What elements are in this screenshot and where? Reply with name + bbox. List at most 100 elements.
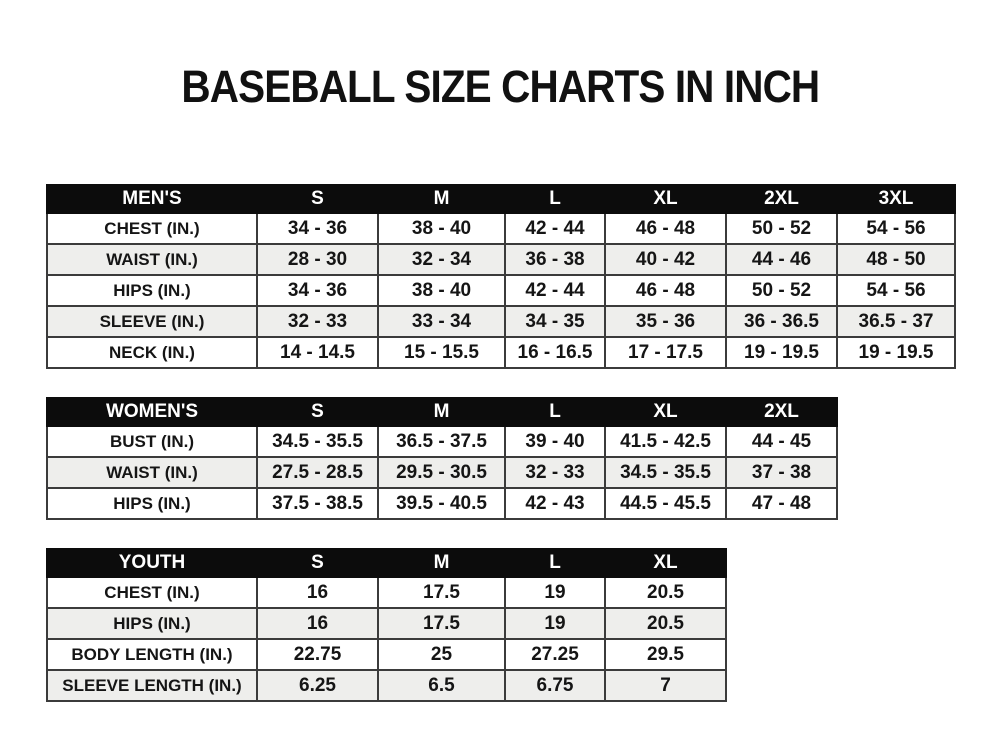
size-value-cell: 19 - 19.5 [836,336,956,370]
size-value-cell: 34 - 36 [256,274,379,308]
size-value-cell: 35 - 36 [604,305,727,339]
size-value-cell: 29.5 - 30.5 [377,456,506,490]
size-value-cell: 29.5 [604,638,727,672]
size-value-cell: 28 - 30 [256,243,379,277]
size-value-cell: 39.5 - 40.5 [377,487,506,521]
size-header-cell: M [377,548,506,579]
size-value-cell: 15 - 15.5 [377,336,506,370]
table-row: BUST (IN.) 34.5 - 35.5 36.5 - 37.5 39 - 40 4… [46,425,838,459]
size-value-cell: 36.5 - 37 [836,305,956,339]
size-value-cell: 38 - 40 [377,274,506,308]
size-value-cell: 19 [504,576,606,610]
size-value-cell: 36 - 38 [504,243,606,277]
group-header-cell: YOUTH [46,548,258,579]
size-value-cell: 42 - 44 [504,274,606,308]
measurement-label: BODY LENGTH (IN.) [46,638,258,672]
size-value-cell: 42 - 44 [504,212,606,246]
table-row: CHEST (IN.) 16 17.5 19 20.5 [46,576,727,610]
size-value-cell: 34 - 35 [504,305,606,339]
size-value-cell: 17 - 17.5 [604,336,727,370]
size-value-cell: 20.5 [604,576,727,610]
group-header-cell: WOMEN'S [46,397,258,428]
size-header-cell: L [504,548,606,579]
size-value-cell: 38 - 40 [377,212,506,246]
size-value-cell: 17.5 [377,607,506,641]
measurement-label: WAIST (IN.) [46,243,258,277]
table-row: WAIST (IN.) 27.5 - 28.5 29.5 - 30.5 32 - 33… [46,456,838,490]
size-value-cell: 6.75 [504,669,606,703]
size-value-cell: 42 - 43 [504,487,606,521]
header-row: MEN'S S M L XL 2XL 3XL [46,184,956,215]
size-value-cell: 16 [256,607,379,641]
size-value-cell: 16 [256,576,379,610]
mens-size-table: MEN'S S M L XL 2XL 3XL CHEST (IN.) 34 - 36 38 - 4… [46,184,956,370]
measurement-label: SLEEVE (IN.) [46,305,258,339]
header-row: WOMEN'S S M L XL 2XL [46,397,838,428]
measurement-label: SLEEVE LENGTH (IN.) [46,669,258,703]
size-value-cell: 25 [377,638,506,672]
measurement-label: CHEST (IN.) [46,212,258,246]
size-value-cell: 6.25 [256,669,379,703]
size-value-cell: 44.5 - 45.5 [604,487,727,521]
size-value-cell: 54 - 56 [836,212,956,246]
size-header-cell: M [377,184,506,215]
size-header-cell: 2XL [725,184,838,215]
title-wrap: BASEBALL SIZE CHARTS IN INCH [0,61,1000,112]
size-value-cell: 16 - 16.5 [504,336,606,370]
table-row: NECK (IN.) 14 - 14.5 15 - 15.5 16 - 16.5 17 … [46,336,956,370]
size-value-cell: 6.5 [377,669,506,703]
measurement-label: BUST (IN.) [46,425,258,459]
size-value-cell: 27.5 - 28.5 [256,456,379,490]
size-value-cell: 33 - 34 [377,305,506,339]
table-row: HIPS (IN.) 37.5 - 38.5 39.5 - 40.5 42 - 43 4… [46,487,838,521]
size-value-cell: 19 - 19.5 [725,336,838,370]
size-value-cell: 22.75 [256,638,379,672]
size-value-cell: 46 - 48 [604,274,727,308]
table-row: BODY LENGTH (IN.) 22.75 25 27.25 29.5 [46,638,727,672]
size-tables-container: MEN'S S M L XL 2XL 3XL CHEST (IN.) 34 - 36 38 - 4… [46,184,1000,703]
table-row: WAIST (IN.) 28 - 30 32 - 34 36 - 38 40 - 42 4… [46,243,956,277]
size-header-cell: S [256,548,379,579]
size-value-cell: 50 - 52 [725,212,838,246]
size-header-cell: M [377,397,506,428]
table-row: HIPS (IN.) 16 17.5 19 20.5 [46,607,727,641]
size-value-cell: 32 - 34 [377,243,506,277]
size-value-cell: 36 - 36.5 [725,305,838,339]
measurement-label: NECK (IN.) [46,336,258,370]
womens-size-table: WOMEN'S S M L XL 2XL BUST (IN.) 34.5 - 35.5 36.5… [46,397,838,521]
size-value-cell: 19 [504,607,606,641]
size-value-cell: 17.5 [377,576,506,610]
measurement-label: CHEST (IN.) [46,576,258,610]
size-value-cell: 37.5 - 38.5 [256,487,379,521]
page-title: BASEBALL SIZE CHARTS IN INCH [181,61,820,112]
measurement-label: HIPS (IN.) [46,607,258,641]
size-value-cell: 47 - 48 [725,487,838,521]
size-header-cell: L [504,184,606,215]
size-header-cell: S [256,184,379,215]
measurement-label: HIPS (IN.) [46,487,258,521]
size-header-cell: L [504,397,606,428]
size-value-cell: 39 - 40 [504,425,606,459]
table-row: CHEST (IN.) 34 - 36 38 - 40 42 - 44 46 - 48 5… [46,212,956,246]
size-value-cell: 50 - 52 [725,274,838,308]
size-value-cell: 37 - 38 [725,456,838,490]
size-value-cell: 41.5 - 42.5 [604,425,727,459]
size-value-cell: 32 - 33 [256,305,379,339]
size-value-cell: 7 [604,669,727,703]
size-value-cell: 54 - 56 [836,274,956,308]
size-value-cell: 14 - 14.5 [256,336,379,370]
size-value-cell: 32 - 33 [504,456,606,490]
table-row: HIPS (IN.) 34 - 36 38 - 40 42 - 44 46 - 48 50… [46,274,956,308]
size-header-cell: XL [604,397,727,428]
youth-size-table: YOUTH S M L XL CHEST (IN.) 16 17.5 19 20.5 HIPS (I… [46,548,727,703]
group-header-cell: MEN'S [46,184,258,215]
size-value-cell: 34.5 - 35.5 [256,425,379,459]
size-value-cell: 44 - 45 [725,425,838,459]
size-value-cell: 34 - 36 [256,212,379,246]
table-row: SLEEVE (IN.) 32 - 33 33 - 34 34 - 35 35 - 36… [46,305,956,339]
size-header-cell: 2XL [725,397,838,428]
table-row: SLEEVE LENGTH (IN.) 6.25 6.5 6.75 7 [46,669,727,703]
size-value-cell: 36.5 - 37.5 [377,425,506,459]
size-header-cell: XL [604,548,727,579]
